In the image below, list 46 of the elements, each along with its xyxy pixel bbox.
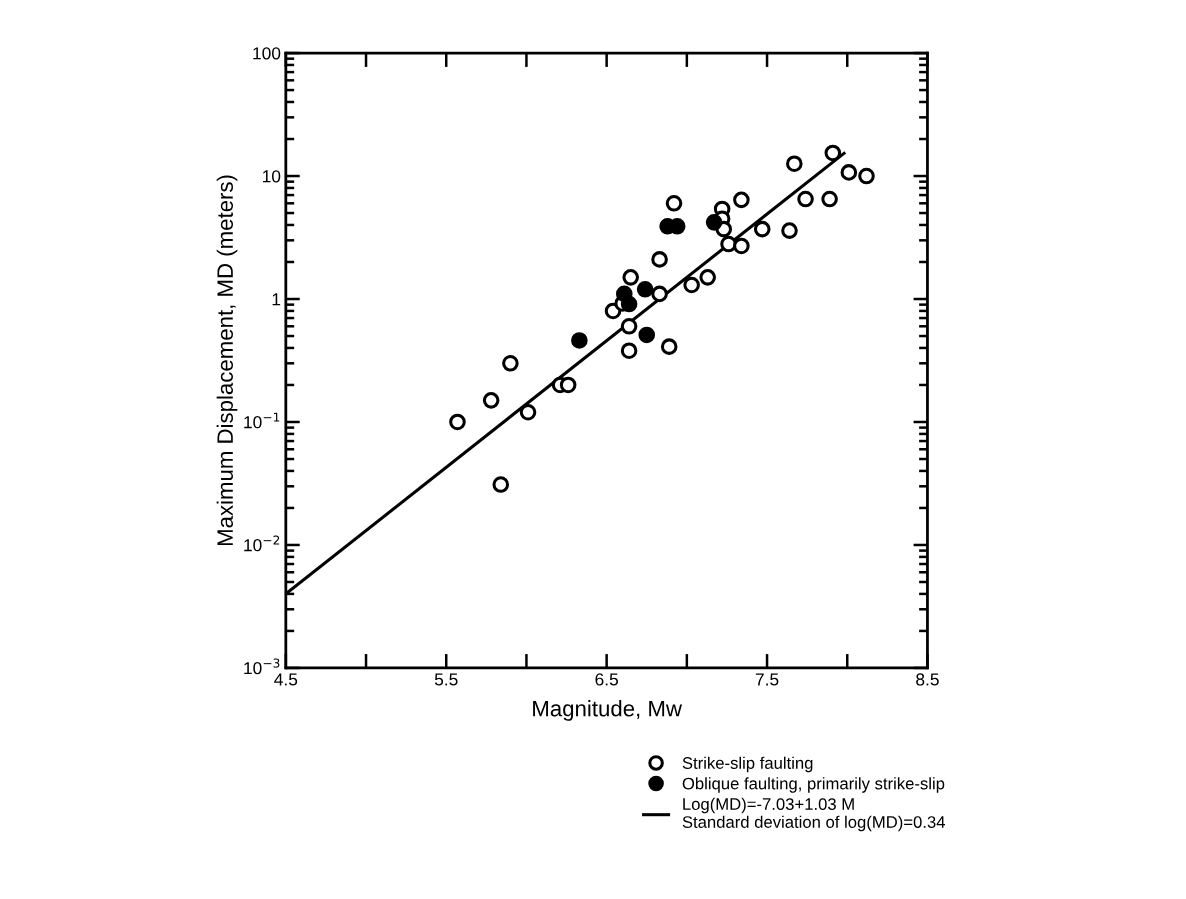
- y-tick-label: 1: [272, 293, 281, 306]
- point: [492, 476, 510, 493]
- point: [559, 376, 577, 394]
- point: [502, 355, 519, 372]
- point: [781, 222, 798, 239]
- point: [840, 164, 858, 181]
- point: [821, 190, 838, 208]
- point: [620, 317, 638, 335]
- y-tick-label: 100: [253, 47, 281, 60]
- point: [753, 220, 771, 238]
- y-tick-label: 10$^{−1}$: [244, 412, 280, 429]
- y-tick-label: 10$^{−3}$: [244, 658, 280, 675]
- point: [786, 155, 803, 172]
- x-tick-label: 4.5: [274, 673, 298, 686]
- point: [824, 144, 842, 162]
- point: [482, 392, 500, 409]
- x-tick-label: 5.5: [434, 673, 458, 686]
- point: [858, 167, 875, 185]
- point: [733, 191, 750, 209]
- point: [665, 195, 683, 212]
- point: [519, 403, 537, 421]
- point: [733, 237, 750, 255]
- point: [571, 332, 588, 349]
- legend-label: Oblique faulting, primarily strike-slip: [682, 777, 945, 793]
- point: [797, 190, 814, 208]
- point: [622, 269, 639, 286]
- point: [683, 276, 700, 294]
- point: [638, 326, 656, 344]
- y-tick-label: 10$^{−2}$: [244, 535, 280, 552]
- point: [620, 342, 638, 359]
- point: [660, 338, 678, 355]
- x-tick-label: 7.5: [755, 673, 779, 686]
- point: [651, 285, 668, 303]
- point: [620, 295, 638, 313]
- point: [705, 214, 723, 231]
- x-tick-label: 8.5: [916, 673, 939, 686]
- y-axis-title: Maximum Displacement, MD (meters): [216, 175, 238, 546]
- x-axis-title: Magnitude, Mw: [533, 700, 683, 721]
- x-tick-label: 6.5: [595, 673, 618, 686]
- point: [636, 280, 654, 298]
- y-tick-label: 10: [262, 170, 281, 183]
- point: [449, 413, 466, 431]
- point: [651, 251, 668, 268]
- point: [699, 269, 716, 286]
- legend-label: Log(MD)=-7.03+1.03 M Standard deviation of log(MD)=0.34: [682, 797, 946, 832]
- legend-label: Strike-slip faulting: [682, 756, 813, 773]
